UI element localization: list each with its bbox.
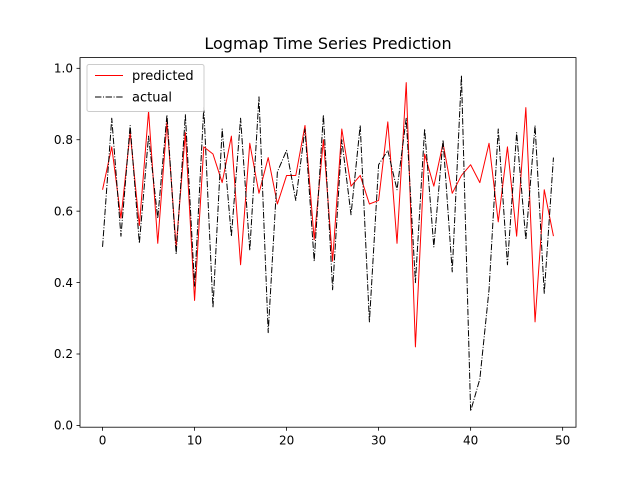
x-tick-label: 40 [463,434,478,448]
y-tick-label: 0.2 [54,347,73,361]
series-line-actual [102,74,554,412]
legend-box [86,64,205,112]
x-tick-label: 30 [371,434,386,448]
y-tick-label: 0.8 [54,133,73,147]
x-tick-label: 50 [555,434,570,448]
x-tick-label: 10 [187,434,202,448]
series-layer [102,74,554,412]
y-tick-label: 0.4 [54,276,73,290]
x-tick-label: 0 [99,434,107,448]
chart-title: Logmap Time Series Prediction [204,34,451,53]
legend-label-predicted: predicted [132,69,194,84]
x-axis-ticks: 0 10 20 30 40 50 [99,427,570,448]
plot-frame [79,57,577,428]
legend-label-actual: actual [132,91,172,106]
y-axis-ticks: 0.0 0.2 0.4 0.6 0.8 1.0 [54,62,80,433]
plot-area [80,57,576,428]
y-tick-label: 1.0 [54,62,73,76]
y-tick-label: 0.0 [54,419,73,433]
y-tick-label: 0.6 [54,204,73,218]
legend: predicted actual [86,64,205,112]
x-tick-label: 20 [279,434,294,448]
